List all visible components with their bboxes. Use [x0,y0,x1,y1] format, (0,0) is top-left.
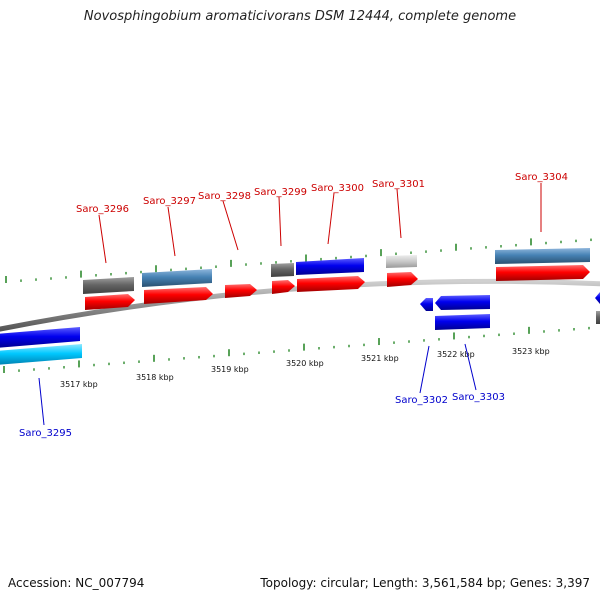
gene-block-gray-3299[interactable] [271,263,294,277]
topology-label: Topology: circular; Length: 3,561,584 bp… [260,576,590,590]
kbp-label-3522: 3522 kbp [437,350,475,359]
cds-arrow-3297[interactable] [144,287,213,304]
gene-block-cyan-3295[interactable] [0,344,82,365]
gene-block-steel-3304[interactable] [495,248,590,264]
gene-label-saro-3300[interactable]: Saro_3300 [311,183,364,194]
gene-label-saro-3301[interactable]: Saro_3301 [372,179,425,190]
genome-title: Novosphingobium aromaticivorans DSM 1244… [83,9,517,24]
gene-block-blue-3295[interactable] [0,327,80,348]
gene-block-blue-3300[interactable] [296,258,364,275]
gene-block-blue-3303[interactable] [435,314,490,330]
kbp-label-3520: 3520 kbp [286,359,324,368]
forward-label-leaders [98,183,542,264]
cds-arrow-rev-3303[interactable] [435,295,490,310]
gene-block-gray-3296[interactable] [83,277,134,294]
gene-label-saro-3296[interactable]: Saro_3296 [76,204,129,215]
cds-arrow-3304[interactable] [496,265,590,281]
cds-arrow-3296[interactable] [85,294,135,310]
gene-label-saro-3299[interactable]: Saro_3299 [254,187,307,198]
gene-label-saro-3297[interactable]: Saro_3297 [143,196,196,207]
gene-label-saro-3298[interactable]: Saro_3298 [198,191,251,202]
kbp-label-3523: 3523 kbp [512,347,550,356]
inner-tick-ring [3,326,590,373]
cds-arrow-3299[interactable] [272,280,295,294]
accession-label: Accession: NC_007794 [8,576,145,590]
cds-arrow-3301[interactable] [387,272,418,287]
gene-block-lightgray-3301[interactable] [386,255,417,268]
gene-block-steel-3297[interactable] [142,269,212,287]
kbp-label-3519: 3519 kbp [211,365,249,374]
gene-label-saro-3303[interactable]: Saro_3303 [452,392,505,403]
cds-arrow-rev-edge[interactable] [595,292,600,304]
reverse-label-leaders [38,343,477,426]
cds-arrow-3298[interactable] [225,284,257,298]
outer-tick-ring [5,238,592,283]
cds-arrow-3300[interactable] [297,276,365,292]
gene-label-saro-3295[interactable]: Saro_3295 [19,428,72,439]
kbp-label-3521: 3521 kbp [361,354,399,363]
gene-label-saro-3304[interactable]: Saro_3304 [515,172,568,183]
gene-label-saro-3302[interactable]: Saro_3302 [395,395,448,406]
kbp-label-3518: 3518 kbp [136,373,174,382]
gene-block-gray-edge[interactable] [596,311,600,324]
cds-arrow-rev-3302[interactable] [420,298,433,311]
kbp-label-3517: 3517 kbp [60,380,98,389]
